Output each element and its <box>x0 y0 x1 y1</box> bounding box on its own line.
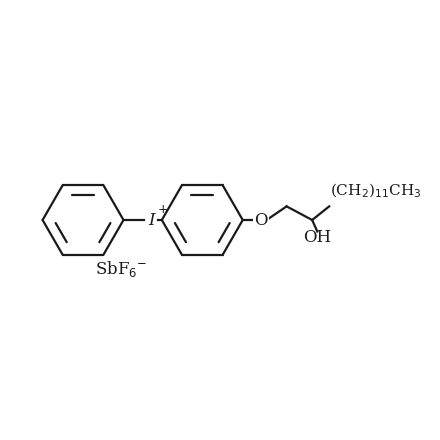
Text: SbF$_6$$^{-}$: SbF$_6$$^{-}$ <box>95 259 147 279</box>
Text: +: + <box>158 203 169 216</box>
Text: I: I <box>148 212 154 228</box>
Text: (CH$_2$)$_{11}$CH$_3$: (CH$_2$)$_{11}$CH$_3$ <box>330 182 422 200</box>
Text: O: O <box>254 212 268 228</box>
Text: OH: OH <box>303 229 331 246</box>
